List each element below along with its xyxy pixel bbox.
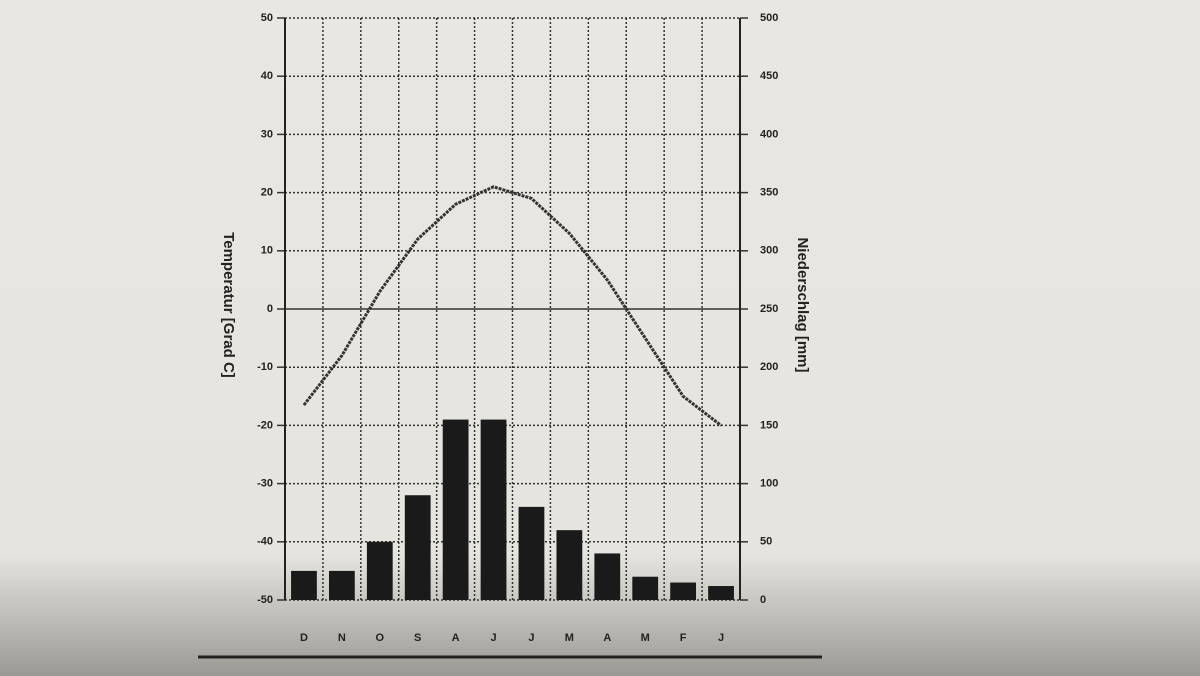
x-tick-label: S bbox=[414, 632, 421, 644]
bar bbox=[404, 495, 431, 600]
y2-tick-label: 200 bbox=[760, 361, 778, 373]
y2-axis-title: Niederschlag [mm] bbox=[794, 237, 811, 372]
y2-tick-label: 350 bbox=[760, 187, 778, 199]
y2-tick-label: 0 bbox=[760, 594, 766, 606]
y-tick-label: 10 bbox=[261, 245, 273, 257]
y2-tick-label: 400 bbox=[760, 128, 778, 140]
y-tick-label: -20 bbox=[257, 419, 273, 431]
bar bbox=[670, 582, 697, 600]
y2-tick-label: 300 bbox=[760, 245, 778, 257]
x-tick-label: A bbox=[452, 632, 460, 644]
y-tick-label: 50 bbox=[261, 12, 273, 24]
bar bbox=[594, 553, 621, 600]
y2-tick-label: 50 bbox=[760, 536, 772, 548]
bar bbox=[518, 506, 545, 600]
y-axis-title: Temperatur [Grad C] bbox=[220, 232, 237, 378]
x-tick-label: A bbox=[603, 632, 611, 644]
x-tick-label: J bbox=[528, 632, 534, 644]
y2-tick-label: 450 bbox=[760, 70, 778, 82]
x-tick-label: F bbox=[680, 632, 687, 644]
x-tick-label: J bbox=[490, 632, 496, 644]
y2-tick-label: 500 bbox=[760, 12, 778, 24]
y-tick-label: 20 bbox=[261, 187, 273, 199]
y-tick-label: -10 bbox=[257, 361, 273, 373]
x-tick-label: N bbox=[338, 632, 346, 644]
x-tick-label: M bbox=[641, 632, 650, 644]
bar bbox=[632, 576, 659, 600]
bar bbox=[480, 419, 507, 600]
temperature-line bbox=[302, 185, 722, 427]
bar bbox=[328, 570, 355, 600]
bar bbox=[708, 586, 734, 600]
x-tick-label: J bbox=[718, 632, 724, 644]
bar bbox=[291, 570, 317, 600]
y2-tick-label: 250 bbox=[760, 303, 778, 315]
y-tick-label: -50 bbox=[257, 594, 273, 606]
y-tick-label: 30 bbox=[261, 128, 273, 140]
y-tick-label: -40 bbox=[257, 536, 273, 548]
bar bbox=[556, 530, 583, 600]
bar bbox=[366, 541, 393, 600]
bar bbox=[442, 419, 469, 600]
y-tick-label: 0 bbox=[267, 303, 273, 315]
x-tick-label: O bbox=[376, 632, 385, 644]
y2-tick-label: 100 bbox=[760, 478, 778, 490]
y-tick-label: 40 bbox=[261, 70, 273, 82]
x-tick-label: D bbox=[300, 632, 308, 644]
x-tick-label: M bbox=[565, 632, 574, 644]
y2-tick-label: 150 bbox=[760, 419, 778, 431]
y-tick-label: -30 bbox=[257, 478, 273, 490]
